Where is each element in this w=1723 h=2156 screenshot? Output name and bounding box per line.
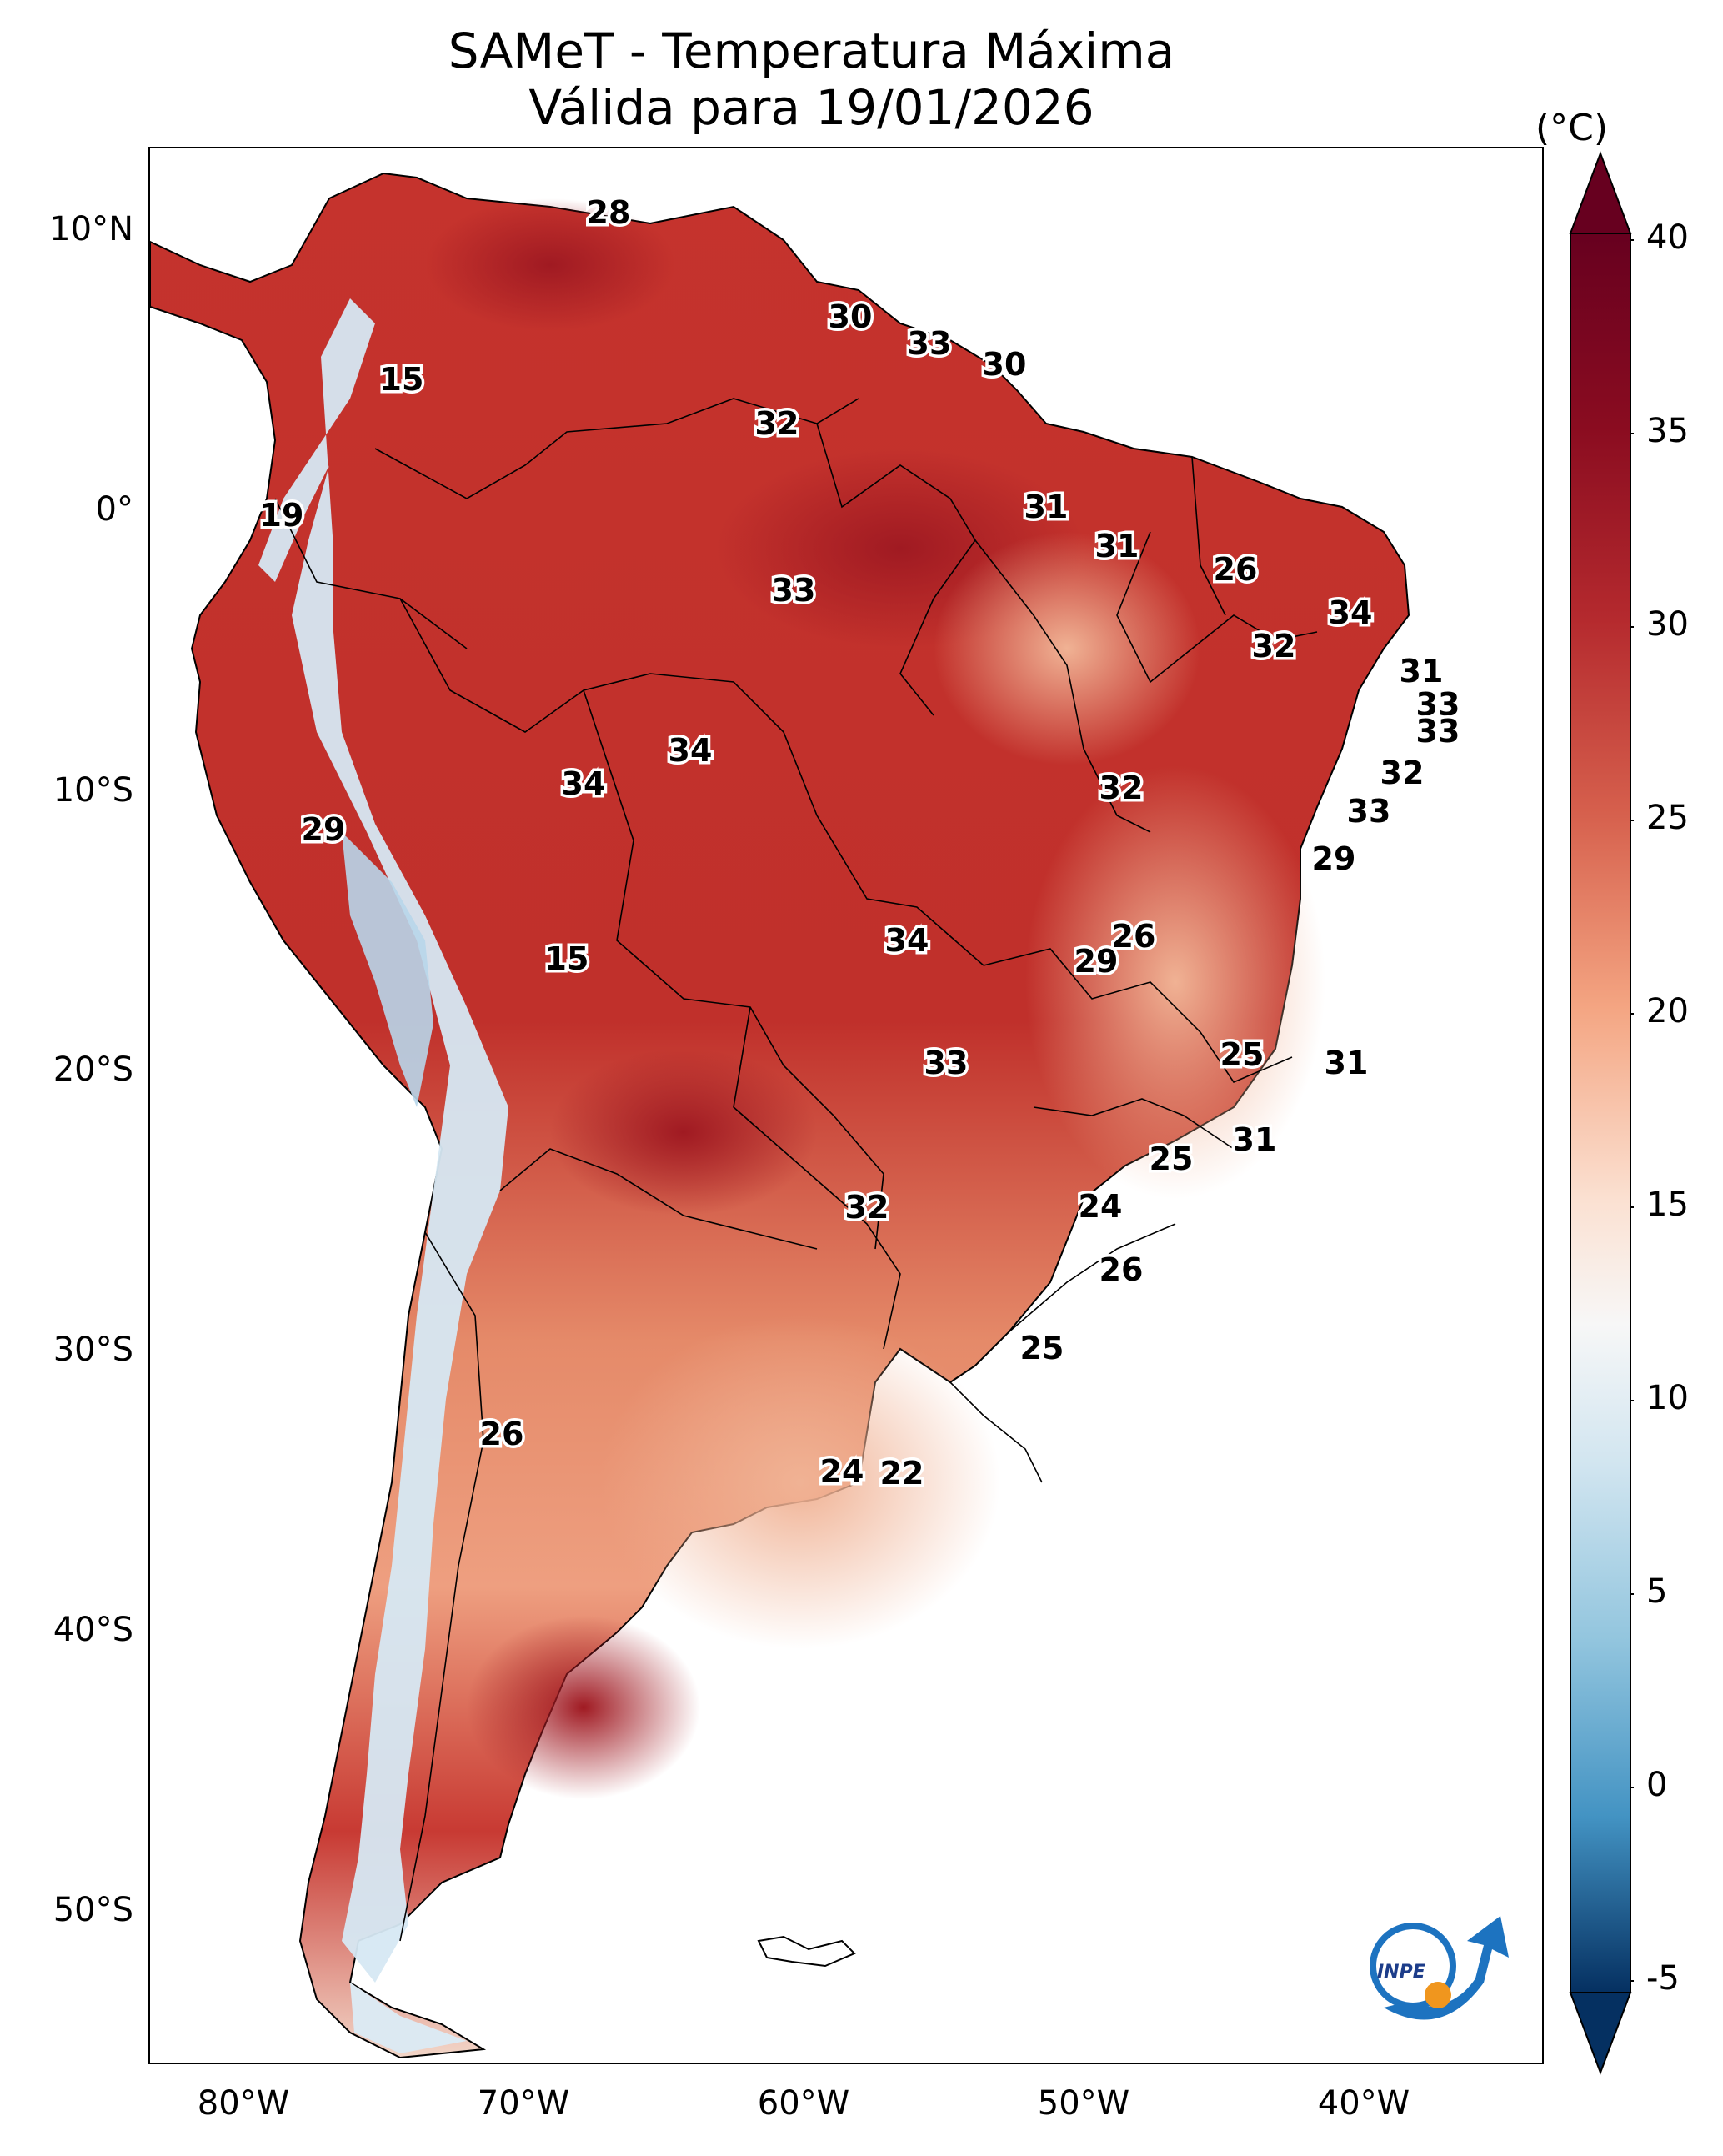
- mild-zone-pampas: [600, 1316, 1000, 1649]
- value-label: 33: [1416, 713, 1460, 750]
- value-label: 31: [1400, 653, 1444, 689]
- colorbar-scale: [1570, 233, 1631, 1993]
- lat-label-10n: 10°N: [49, 210, 133, 248]
- lat-label-30s: 30°S: [53, 1331, 133, 1369]
- colorbar-tick-label: 40: [1646, 218, 1689, 257]
- value-label: 15: [545, 940, 589, 977]
- colorbar-tick-label: -5: [1646, 1959, 1680, 1998]
- value-label: 32: [1252, 628, 1296, 664]
- value-label: 24: [820, 1453, 864, 1490]
- value-label: 22: [880, 1455, 924, 1492]
- country-borders: [274, 398, 1318, 1942]
- value-label: 19: [260, 497, 304, 534]
- value-label: 31: [1325, 1045, 1369, 1081]
- value-label: 34: [669, 732, 713, 769]
- value-label: 25: [1020, 1330, 1064, 1366]
- colorbar-tick-label: 25: [1646, 799, 1689, 837]
- lat-label-0: 0°: [95, 490, 133, 529]
- colorbar-unit: (°C): [1535, 107, 1609, 149]
- falkland-islands: [757, 1935, 856, 1968]
- value-label: 32: [845, 1189, 889, 1226]
- colorbar-tick-label: 20: [1646, 992, 1689, 1030]
- value-label: 33: [1416, 686, 1460, 723]
- value-label: 34: [562, 765, 606, 802]
- map-plot-area: 28 30 33 30 15 32 19 31 31 33 26 34 32 3…: [148, 147, 1544, 2064]
- lat-label-10s: 10°S: [53, 771, 133, 810]
- hot-spot-paraguay: [550, 1049, 817, 1216]
- colorbar-tick-label: 30: [1646, 605, 1689, 644]
- colorbar-tick-label: 0: [1646, 1766, 1668, 1804]
- map-title: SAMeT - Temperatura Máxima: [448, 23, 1175, 79]
- value-label: 31: [1095, 528, 1139, 564]
- value-label: 25: [1150, 1141, 1194, 1177]
- value-label: 26: [480, 1416, 524, 1452]
- lon-label-60w: 60°W: [757, 2084, 850, 2123]
- colorbar-ticks: [1630, 239, 1634, 1982]
- value-label: 31: [1024, 489, 1069, 525]
- south-america-map: 28 30 33 30 15 32 19 31 31 33 26 34 32 3…: [150, 172, 1509, 2059]
- value-label: 30: [829, 298, 873, 335]
- hot-spot-north: [425, 198, 675, 332]
- value-label: 26: [1214, 551, 1258, 588]
- value-label: 33: [772, 572, 816, 609]
- lat-label-20s: 20°S: [53, 1050, 133, 1089]
- lon-label-70w: 70°W: [477, 2084, 570, 2123]
- lat-label-50s: 50°S: [53, 1891, 133, 1929]
- value-label: 33: [1347, 793, 1391, 830]
- colorbar: [1569, 151, 1634, 2075]
- value-label: 30: [983, 346, 1027, 383]
- mild-zone-brazil: [1025, 765, 1325, 1199]
- colorbar-tick-label: 5: [1646, 1572, 1668, 1611]
- value-label: 33: [924, 1045, 969, 1081]
- value-label: 15: [380, 361, 424, 398]
- value-label: 26: [1112, 918, 1156, 955]
- colorbar-tick-label: 10: [1646, 1379, 1689, 1417]
- inpe-logo: INPE: [1370, 1916, 1509, 2020]
- value-label: 29: [302, 811, 346, 848]
- colorbar-tick-label: 35: [1646, 412, 1689, 450]
- colorbar-top-arrow: [1569, 151, 1632, 234]
- lon-label-50w: 50°W: [1037, 2084, 1130, 2123]
- value-label: 33: [908, 325, 952, 362]
- value-label: 34: [1329, 594, 1373, 631]
- altiplano-cold: [342, 832, 433, 1107]
- lon-label-80w: 80°W: [197, 2084, 290, 2123]
- hot-spot-patagonia: [467, 1616, 700, 1799]
- value-label: 24: [1079, 1188, 1123, 1225]
- map-subtitle: Válida para 19/01/2026: [528, 79, 1094, 136]
- value-labels: 28 30 33 30 15 32 19 31 31 33 26 34 32 3…: [257, 192, 1463, 1495]
- colorbar-tick-label: 15: [1646, 1186, 1689, 1224]
- tierra-del-fuego-cold: [350, 1983, 467, 2053]
- value-label: 32: [1099, 770, 1144, 806]
- value-label: 26: [1099, 1251, 1144, 1288]
- value-label: 31: [1233, 1121, 1277, 1158]
- value-label: 28: [587, 194, 631, 231]
- value-label: 32: [755, 405, 799, 442]
- value-label: 25: [1220, 1036, 1265, 1073]
- value-label: 32: [1380, 755, 1425, 791]
- inpe-logo-text: INPE: [1377, 1962, 1425, 1983]
- colorbar-bottom-arrow: [1569, 1992, 1632, 2075]
- value-label: 29: [1312, 840, 1356, 877]
- value-label: 34: [885, 922, 929, 959]
- mild-zone-cerrado: [934, 532, 1200, 765]
- value-label: 29: [1074, 943, 1119, 980]
- lat-label-40s: 40°S: [53, 1611, 133, 1649]
- lon-label-40w: 40°W: [1317, 2084, 1410, 2123]
- andes-cold-band: [258, 298, 508, 1983]
